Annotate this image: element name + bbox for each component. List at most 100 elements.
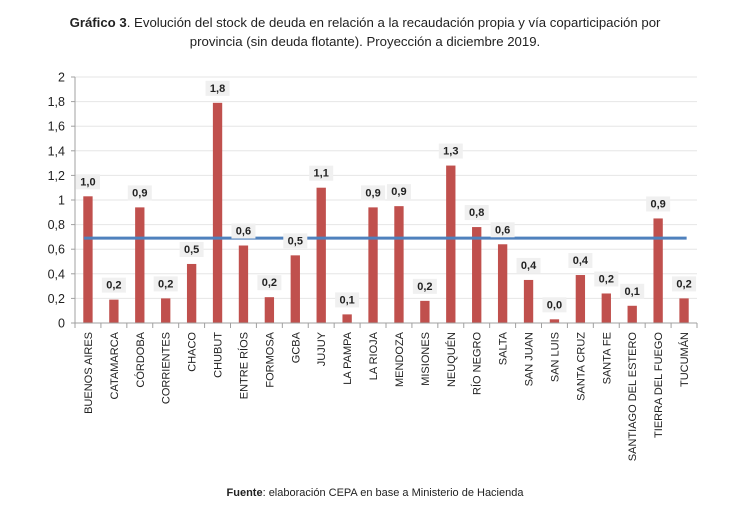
bar: [290, 255, 300, 323]
data-label: 0,2: [417, 281, 432, 293]
x-tick-label: MISIONES: [420, 332, 432, 386]
data-label-background: [412, 278, 437, 294]
bar: [212, 102, 223, 323]
bar: [135, 207, 145, 323]
y-axis: 0 0,2 0,4 0,6 0,8 1 1,2 1,4 1,6 1,8 2: [48, 71, 76, 331]
data-label-background: [516, 257, 541, 273]
y-tick-label: 0,6: [48, 243, 65, 257]
x-tick-label: MENDOZA: [394, 331, 406, 387]
bar: [575, 275, 586, 323]
y-tick-label: 1: [58, 194, 65, 208]
data-label: 0,2: [599, 273, 614, 285]
bar: [420, 300, 430, 323]
x-axis: BUENOS AIRES CATAMARCA CÓRDOBA CORRIENTES CH…: [74, 322, 698, 462]
data-label: 0,1: [339, 294, 354, 306]
bar: [549, 319, 560, 323]
data-label: 0,2: [158, 278, 173, 290]
x-tick-label: CATAMARCA: [109, 331, 121, 399]
bars: [83, 102, 689, 323]
source-note: Fuente: elaboración CEPA en base a Minis…: [0, 487, 730, 499]
y-tick-label: 1,2: [48, 169, 65, 183]
data-label: 0,2: [676, 278, 691, 290]
bar: [316, 187, 326, 323]
data-label: 0,5: [288, 235, 303, 247]
y-tick-label: 0,2: [48, 292, 65, 306]
bar: [394, 206, 404, 323]
x-tick-label: CÓRDOBA: [134, 331, 147, 387]
x-tick-label: SANTA CRUZ: [575, 332, 587, 401]
x-tick-label: RÍO NEGRO: [471, 332, 484, 395]
chart-title: Gráfico 3. Evolución del stock de deuda …: [0, 13, 730, 51]
y-tick-label: 0: [58, 317, 65, 331]
data-label: 0,2: [106, 280, 121, 292]
data-label: 0,9: [650, 198, 665, 210]
source-bold: Fuente: [226, 487, 263, 499]
x-tick-label: JUJUY: [316, 331, 328, 366]
y-tick-label: 0,8: [48, 218, 65, 232]
data-label-background: [464, 205, 489, 221]
bar: [523, 279, 534, 323]
bar: [161, 298, 171, 323]
x-tick-label: GCBA: [290, 331, 302, 363]
x-tick-label: LA PAMPA: [342, 331, 354, 384]
gridlines: [75, 76, 697, 299]
data-label: 0,8: [469, 207, 484, 219]
data-label: 0,4: [521, 260, 537, 272]
y-tick-label: 2: [58, 71, 65, 85]
data-label-background: [438, 143, 463, 159]
x-tick-label: SAN LUIS: [549, 332, 561, 382]
data-label: 0,9: [391, 186, 406, 198]
data-label-background: [620, 283, 645, 299]
data-label: 0,1: [625, 286, 640, 298]
data-label-background: [101, 277, 126, 293]
bar: [109, 299, 119, 323]
bar: [446, 165, 456, 323]
data-label-background: [594, 271, 619, 287]
data-label: 1,8: [210, 83, 225, 95]
y-tick-label: 1,8: [48, 95, 65, 109]
y-tick-label: 0,4: [48, 267, 65, 281]
bar: [238, 245, 249, 323]
x-tick-label: SALTA: [498, 331, 510, 365]
bar: [368, 207, 378, 323]
data-label-background: [309, 165, 334, 181]
x-tick-label: TUCUMÁN: [678, 332, 691, 387]
x-tick-label: NEUQUÉN: [445, 332, 458, 387]
bar: [186, 263, 197, 323]
data-label-background: [568, 253, 593, 269]
data-label-background: [257, 275, 282, 291]
bar: [472, 227, 482, 323]
x-tick-label: LA RIOJA: [368, 331, 380, 380]
x-tick-label: SANTIAGO DEL ESTERO: [627, 332, 639, 462]
data-label: 1,3: [443, 146, 458, 158]
data-label: 0,9: [132, 187, 147, 199]
data-label-background: [75, 174, 100, 190]
source-text: : elaboración CEPA en base a Ministerio …: [262, 487, 524, 499]
data-label-background: [205, 80, 230, 96]
data-label-background: [283, 233, 308, 249]
data-label-background: [153, 276, 178, 292]
data-label-background: [542, 297, 567, 313]
chart-title-line-1: Gráfico 3. Evolución del stock de deuda …: [0, 13, 730, 32]
data-label: 1,1: [314, 168, 329, 180]
data-label-background: [335, 292, 360, 308]
data-label-background: [672, 276, 697, 292]
bar: [264, 297, 275, 323]
bar: [497, 244, 508, 323]
data-label-background: [646, 196, 671, 212]
data-label-background: [231, 223, 256, 239]
x-tick-label: SAN JUAN: [524, 332, 536, 386]
data-label: 0,2: [262, 277, 277, 289]
chart-title-bold: Gráfico 3: [69, 15, 127, 30]
chart-title-line-2: provincia (sin deuda flotante). Proyecci…: [189, 34, 541, 49]
bar: [601, 293, 611, 323]
data-label: 0,4: [573, 255, 589, 267]
x-tick-label: BUENOS AIRES: [83, 332, 95, 414]
data-label: 1,0: [80, 176, 95, 188]
data-label-background: [179, 241, 204, 257]
bar: [653, 218, 663, 323]
x-tick-label: ENTRE RÍOS: [237, 332, 250, 399]
y-tick-label: 1,6: [48, 120, 65, 134]
bar: [679, 298, 689, 323]
